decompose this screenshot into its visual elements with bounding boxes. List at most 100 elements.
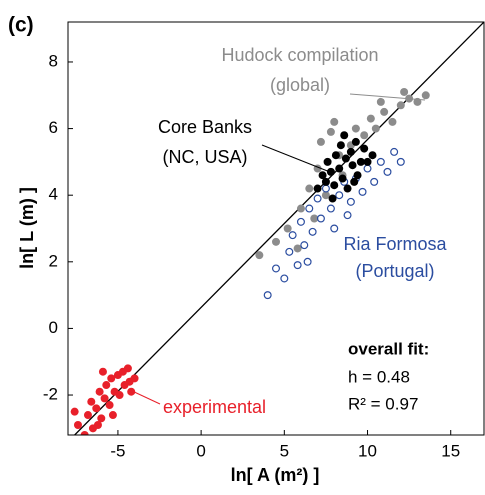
data-point — [360, 131, 369, 140]
data-point — [343, 211, 352, 220]
leader-line — [129, 389, 161, 405]
data-point — [390, 147, 399, 156]
series-label: Ria Formosa — [343, 234, 447, 254]
data-point — [272, 264, 281, 273]
y-tick-label: -2 — [43, 385, 58, 404]
data-point — [321, 184, 330, 193]
data-point — [310, 214, 319, 223]
data-point — [293, 261, 302, 270]
fit-stat: h = 0.48 — [348, 367, 410, 386]
data-point — [296, 217, 305, 226]
y-tick-label: 6 — [49, 118, 58, 137]
data-point — [115, 391, 124, 400]
data-point — [272, 237, 280, 246]
data-point — [100, 394, 109, 403]
data-point — [326, 127, 335, 136]
data-point — [321, 177, 330, 186]
data-point — [328, 194, 337, 203]
data-point — [376, 97, 385, 106]
data-point — [396, 157, 405, 166]
data-point — [87, 397, 96, 406]
data-point — [330, 181, 339, 190]
data-point — [305, 184, 314, 193]
fit-title: overall fit: — [348, 339, 429, 358]
data-point — [358, 187, 367, 196]
data-point — [285, 247, 294, 256]
data-point — [370, 177, 379, 186]
data-point — [263, 291, 272, 300]
data-point — [316, 137, 325, 146]
x-tick-label: 0 — [196, 441, 205, 460]
data-point — [123, 364, 132, 373]
x-tick-label: 10 — [358, 441, 377, 460]
data-point — [396, 101, 405, 110]
fit-line — [74, 22, 484, 435]
data-point — [293, 244, 302, 253]
data-point — [73, 421, 82, 430]
data-point — [323, 157, 332, 166]
panel-label: (c) — [8, 14, 34, 37]
y-axis-label: ln[ L (m) ] — [17, 187, 37, 269]
data-point — [335, 191, 344, 200]
data-point — [376, 157, 385, 166]
data-point — [95, 387, 104, 396]
leader-line — [349, 93, 426, 101]
data-point — [340, 131, 349, 140]
data-point — [400, 87, 409, 96]
data-point — [336, 141, 345, 150]
data-point — [98, 367, 107, 376]
data-point — [296, 204, 305, 213]
data-point — [83, 411, 92, 420]
y-tick-label: 0 — [49, 318, 58, 337]
data-point — [313, 194, 322, 203]
data-point — [351, 137, 360, 146]
data-point — [92, 404, 101, 413]
data-point — [351, 124, 360, 133]
leader-line — [261, 144, 331, 173]
x-tick-label: 15 — [441, 441, 460, 460]
series-label: experimental — [163, 397, 266, 417]
data-point — [346, 197, 355, 206]
data-point — [127, 387, 136, 396]
data-point — [108, 411, 117, 420]
data-point — [360, 144, 369, 153]
series-label: (Portugal) — [355, 261, 434, 281]
data-point — [343, 184, 352, 193]
y-tick-label: 8 — [49, 51, 58, 70]
data-point — [280, 274, 289, 283]
data-point — [368, 151, 377, 160]
data-point — [321, 191, 330, 200]
data-point — [330, 117, 339, 126]
data-point — [363, 157, 372, 166]
data-point — [318, 171, 327, 180]
data-point — [356, 157, 365, 166]
data-point — [363, 164, 372, 173]
data-point — [326, 167, 335, 176]
data-point — [255, 251, 264, 260]
data-point — [303, 257, 312, 266]
series-label: Hudock compilation — [221, 45, 378, 65]
data-point — [371, 124, 380, 133]
data-point — [305, 204, 314, 213]
data-point — [107, 374, 116, 383]
data-point — [421, 91, 430, 100]
plot-frame — [67, 21, 485, 436]
data-point — [102, 381, 111, 390]
data-point — [348, 161, 357, 170]
y-tick-label: 2 — [49, 251, 58, 270]
data-point — [338, 174, 347, 183]
x-tick-label: -5 — [110, 441, 125, 460]
data-point — [330, 224, 339, 233]
data-point — [316, 214, 325, 223]
data-point — [353, 171, 362, 180]
data-point — [283, 224, 292, 233]
data-point — [380, 107, 389, 116]
data-point — [346, 147, 355, 156]
data-point — [70, 407, 79, 416]
data-point — [366, 114, 375, 123]
data-point — [350, 177, 359, 186]
y-tick-label: 4 — [49, 185, 58, 204]
data-point — [130, 374, 139, 383]
data-point — [80, 431, 89, 435]
